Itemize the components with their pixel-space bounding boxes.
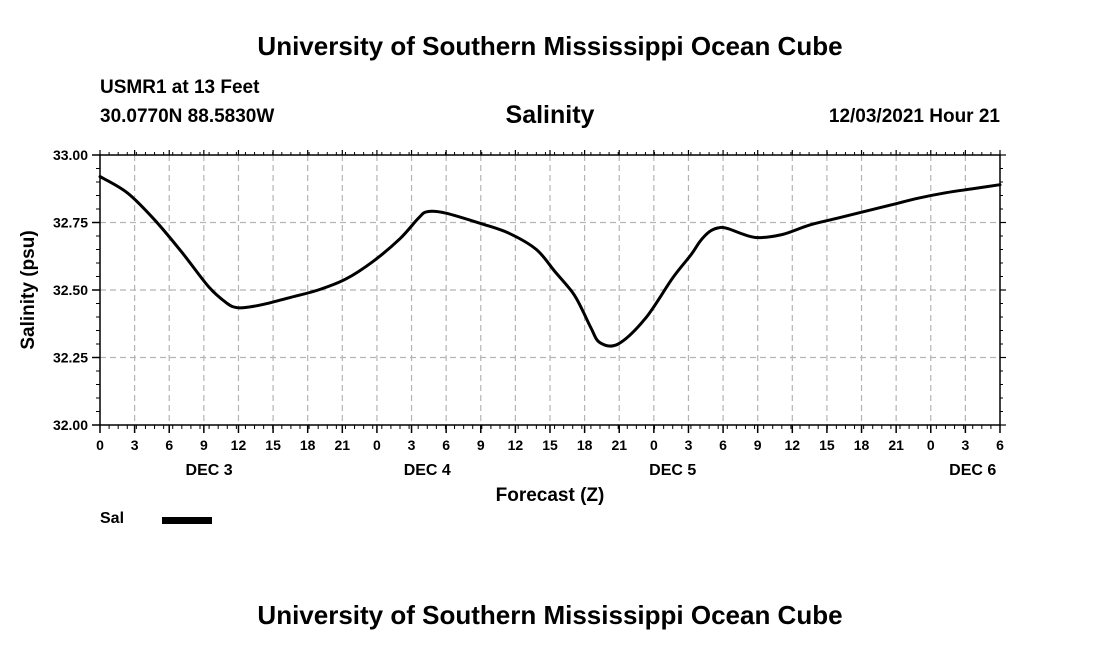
y-tick-label: 32.00 bbox=[53, 417, 88, 433]
chart-title: Salinity bbox=[505, 101, 595, 129]
day-label: DEC 5 bbox=[649, 462, 696, 479]
x-tick-label: 6 bbox=[996, 437, 1004, 453]
legend-label: Sal bbox=[100, 510, 125, 527]
x-tick-label: 12 bbox=[508, 437, 524, 453]
x-tick-label: 21 bbox=[335, 437, 351, 453]
station-label: USMR1 at 13 Feet bbox=[100, 77, 260, 98]
x-tick-label: 18 bbox=[300, 437, 316, 453]
x-tick-label: 3 bbox=[961, 437, 969, 453]
plot-frame bbox=[99, 154, 1001, 426]
station-coordinates: 30.0770N 88.5830W bbox=[100, 106, 275, 127]
x-tick-label: 12 bbox=[231, 437, 247, 453]
x-tick-label: 3 bbox=[685, 437, 693, 453]
y-axis-title: Salinity (psu) bbox=[18, 230, 39, 349]
x-tick-label: 21 bbox=[611, 437, 627, 453]
day-label: DEC 6 bbox=[949, 462, 996, 479]
x-tick-label: 0 bbox=[96, 437, 104, 453]
day-label: DEC 3 bbox=[186, 462, 233, 479]
y-tick-label: 32.75 bbox=[53, 215, 88, 231]
axis-ticks bbox=[92, 150, 1006, 433]
y-tick-label: 32.25 bbox=[53, 350, 88, 366]
series-line-sal bbox=[98, 175, 1002, 348]
x-tick-label: 3 bbox=[408, 437, 416, 453]
x-tick-label: 12 bbox=[785, 437, 801, 453]
x-tick-label: 18 bbox=[854, 437, 870, 453]
x-tick-label: 9 bbox=[754, 437, 762, 453]
x-tick-label: 0 bbox=[650, 437, 658, 453]
x-tick-label: 21 bbox=[888, 437, 904, 453]
x-axis-title: Forecast (Z) bbox=[496, 485, 605, 506]
x-tick-label: 15 bbox=[542, 437, 558, 453]
x-tick-label: 18 bbox=[577, 437, 593, 453]
grid-lines bbox=[100, 155, 1000, 425]
x-tick-label: 9 bbox=[200, 437, 208, 453]
axis-labels: 0 3 6 9 12 15 18 21 0 3 6 9 12 15 18 21 0 3 6 9 12 15 18 21 0 3 6 3… bbox=[18, 147, 1004, 506]
footer-title: University of Southern Mississippi Ocean… bbox=[257, 600, 843, 630]
x-tick-label: 15 bbox=[819, 437, 835, 453]
x-tick-label: 0 bbox=[373, 437, 381, 453]
x-tick-label: 6 bbox=[719, 437, 727, 453]
main-title: University of Southern Mississippi Ocean… bbox=[257, 31, 843, 61]
x-tick-label: 6 bbox=[442, 437, 450, 453]
x-tick-label: 15 bbox=[265, 437, 281, 453]
y-tick-label: 32.50 bbox=[53, 282, 88, 298]
day-label: DEC 4 bbox=[404, 462, 451, 479]
y-tick-label: 33.00 bbox=[53, 147, 88, 163]
forecast-run-time: 12/03/2021 Hour 21 bbox=[828, 106, 1000, 127]
x-tick-label: 6 bbox=[165, 437, 173, 453]
x-tick-label: 9 bbox=[477, 437, 485, 453]
legend-swatch bbox=[162, 517, 212, 524]
x-tick-label: 3 bbox=[131, 437, 139, 453]
x-tick-label: 0 bbox=[927, 437, 935, 453]
